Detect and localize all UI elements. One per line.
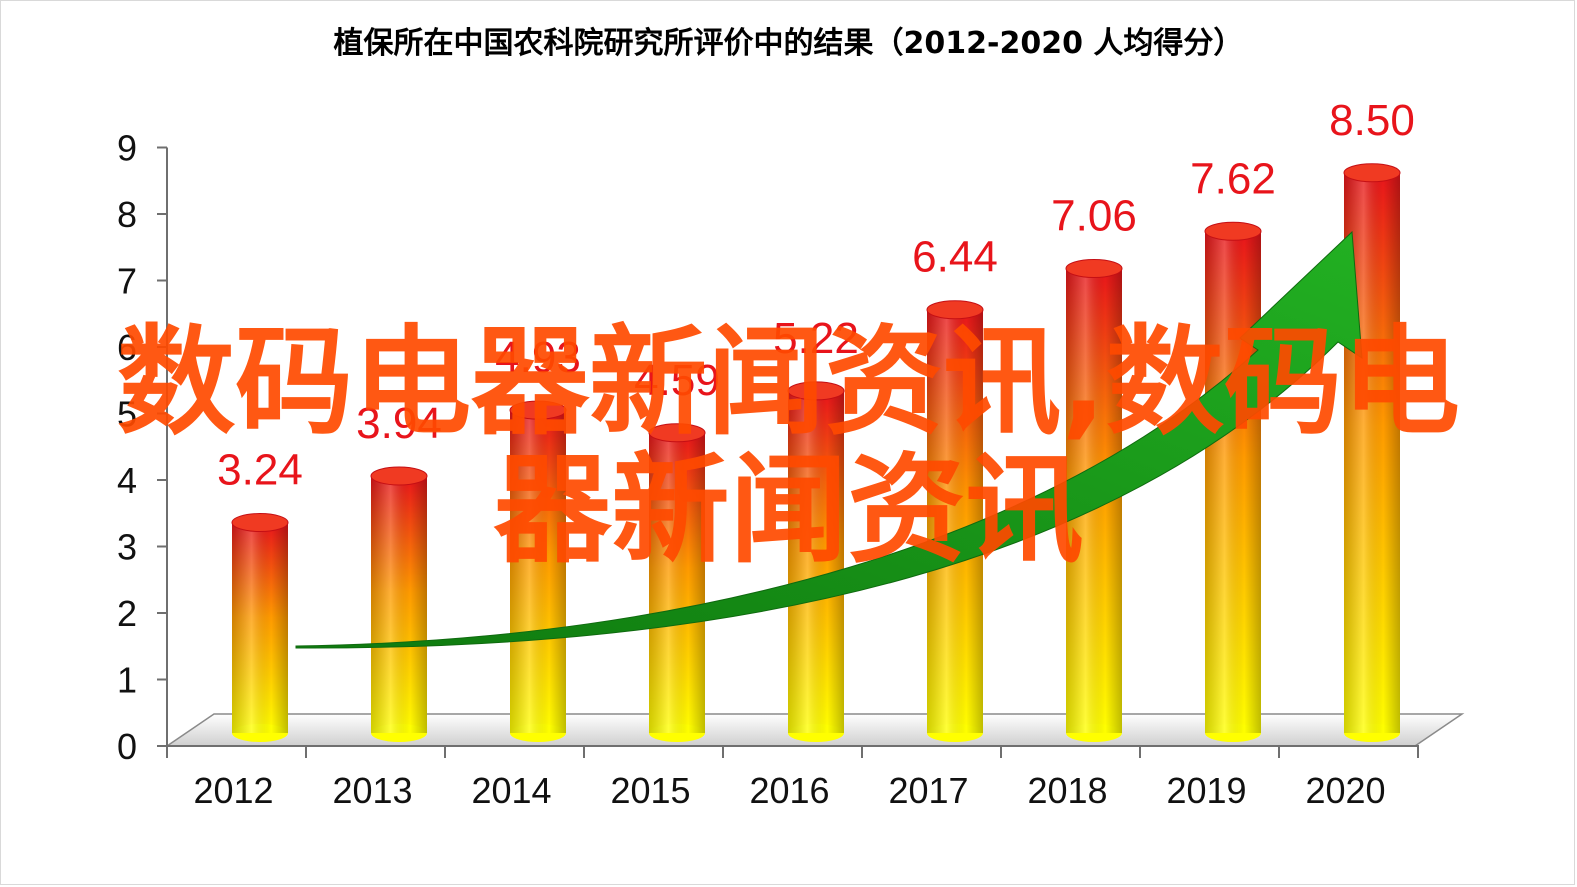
bar-2013 <box>370 466 428 742</box>
y-tick-label: 4 <box>117 460 137 501</box>
bar-top <box>370 466 428 486</box>
data-label: 7.06 <box>1051 192 1137 241</box>
data-label: 7.62 <box>1190 154 1276 203</box>
bar-top <box>509 400 567 420</box>
bar-shading <box>788 390 844 733</box>
bar-2014 <box>509 400 567 742</box>
x-tick-label: 2017 <box>888 770 968 811</box>
bar-top <box>1343 163 1401 183</box>
bar-2012 <box>231 513 289 742</box>
bar-2017 <box>926 300 984 742</box>
x-tick-label: 2019 <box>1166 770 1246 811</box>
y-tick-label: 1 <box>117 660 137 701</box>
x-tick-label: 2012 <box>193 770 273 811</box>
y-tick-label: 5 <box>117 394 137 435</box>
data-label: 6.44 <box>912 233 998 282</box>
data-label: 5.22 <box>773 314 859 363</box>
bar-shading <box>232 522 288 733</box>
data-label: 3.24 <box>217 446 303 495</box>
y-tick-label: 9 <box>117 128 137 169</box>
x-tick-label: 2018 <box>1027 770 1107 811</box>
bar-shading <box>649 432 705 733</box>
bar-2019 <box>1204 221 1262 742</box>
y-tick-label: 3 <box>117 527 137 568</box>
y-tick-label: 7 <box>117 261 137 302</box>
bar-top <box>1204 221 1262 241</box>
x-tick-label: 2013 <box>332 770 412 811</box>
x-tick-label: 2020 <box>1305 770 1385 811</box>
bar-shading <box>1205 231 1261 733</box>
bar-2016 <box>787 381 845 742</box>
x-tick-label: 2014 <box>471 770 551 811</box>
x-tick-label: 2016 <box>749 770 829 811</box>
y-tick-label: 8 <box>117 194 137 235</box>
y-tick-label: 6 <box>117 327 137 368</box>
data-label: 8.50 <box>1329 96 1415 145</box>
bar-top <box>648 423 706 443</box>
trend-arrow-icon <box>295 230 1363 649</box>
y-tick-label: 2 <box>117 593 137 634</box>
bar-shading <box>371 475 427 733</box>
y-tick-label: 0 <box>117 726 137 767</box>
bar-top <box>787 381 845 401</box>
chart-title: 植保所在中国农科院研究所评价中的结果（2012-2020 人均得分） <box>333 26 1244 61</box>
bar-top <box>231 513 289 533</box>
data-label: 4.59 <box>634 356 720 405</box>
bar-2015 <box>648 423 706 742</box>
bar-top <box>926 300 984 320</box>
data-label: 3.94 <box>356 399 442 448</box>
bar-shading <box>927 309 983 733</box>
bar-top <box>1065 259 1123 279</box>
data-label: 4.93 <box>495 333 581 382</box>
x-tick-label: 2015 <box>610 770 690 811</box>
bar-shading <box>510 410 566 733</box>
